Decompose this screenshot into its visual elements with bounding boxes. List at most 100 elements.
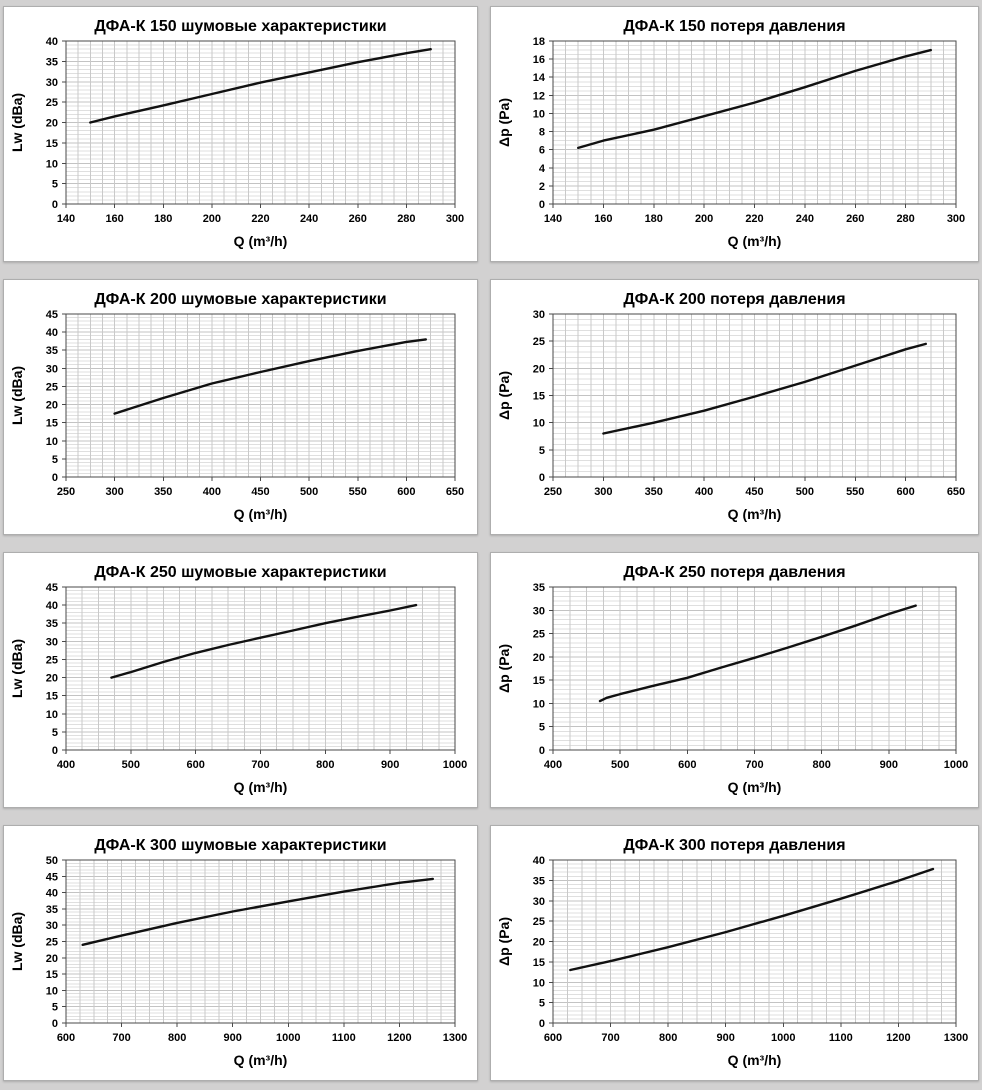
x-tick-label: 140 (544, 213, 562, 225)
x-tick-label: 700 (112, 1032, 130, 1044)
y-tick-label: 5 (52, 1002, 58, 1014)
y-tick-label: 10 (46, 436, 58, 448)
y-tick-label: 40 (46, 600, 58, 612)
y-tick-label: 0 (539, 1018, 545, 1030)
chart-title: ДФА-К 150 потеря давления (623, 18, 845, 35)
y-tick-label: 35 (533, 582, 545, 594)
x-tick-label: 500 (122, 759, 140, 771)
x-tick-label: 200 (203, 213, 221, 225)
data-series-line (569, 867, 935, 972)
y-tick-label: 15 (533, 391, 545, 403)
x-tick-label: 1200 (886, 1032, 910, 1044)
y-tick-label: 10 (46, 158, 58, 170)
y-tick-label: 10 (46, 985, 58, 997)
y-tick-label: 25 (533, 336, 545, 348)
x-tick-label: 400 (544, 759, 562, 771)
y-tick-label: 15 (533, 957, 545, 969)
y-tick-label: 40 (46, 36, 58, 48)
x-tick-label: 350 (154, 486, 172, 498)
gridlines (552, 313, 957, 478)
x-axis-title: Q (m³/h) (234, 233, 288, 249)
x-tick-label: 300 (947, 213, 965, 225)
y-tick-label: 5 (52, 179, 58, 191)
gridlines (552, 40, 957, 205)
y-tick-label: 10 (533, 977, 545, 989)
y-tick-label: 2 (539, 181, 545, 193)
gridlines (65, 586, 456, 751)
chart-svg: ДФА-К 250 потеря давления 400 500 600 700 800… (496, 564, 968, 795)
y-tick-label: 10 (533, 698, 545, 710)
y-tick-label: 30 (46, 920, 58, 932)
chart-panel-8: ДФА-К 300 потеря давления 600 700 800 900 100… (490, 825, 979, 1081)
x-tick-label: 600 (896, 486, 914, 498)
chart-title: ДФА-К 250 потеря давления (623, 564, 845, 581)
x-tick-label: 400 (203, 486, 221, 498)
y-tick-label: 5 (52, 727, 58, 739)
x-tick-label: 260 (846, 213, 864, 225)
y-tick-label: 18 (533, 36, 545, 48)
x-tick-label: 800 (659, 1032, 677, 1044)
y-tick-label: 20 (533, 652, 545, 664)
y-tick-label: 0 (539, 472, 545, 484)
x-tick-label: 1300 (443, 1032, 467, 1044)
x-tick-label: 900 (224, 1032, 242, 1044)
y-axis-title: Δp (Pa) (496, 371, 512, 420)
y-tick-label: 5 (539, 445, 545, 457)
y-tick-label: 25 (46, 97, 58, 109)
y-tick-label: 10 (533, 108, 545, 120)
y-tick-label: 5 (52, 454, 58, 466)
x-tick-label: 250 (57, 486, 75, 498)
y-tick-label: 15 (46, 691, 58, 703)
chart-panel-5: ДФА-К 250 шумовые характеристики 400 500 60… (3, 552, 478, 808)
y-tick-label: 45 (46, 582, 58, 594)
x-tick-label: 1000 (443, 759, 467, 771)
y-tick-label: 15 (46, 418, 58, 430)
x-tick-label: 550 (349, 486, 367, 498)
x-tick-label: 600 (397, 486, 415, 498)
x-axis-title: Q (m³/h) (234, 506, 288, 522)
data-series-line (110, 603, 418, 679)
chart-panel-4: ДФА-К 200 потеря давления 250 300 350 400 450… (490, 279, 979, 535)
y-tick-label: 0 (52, 199, 58, 211)
x-tick-label: 450 (745, 486, 763, 498)
y-tick-label: 8 (539, 127, 545, 139)
x-tick-label: 600 (186, 759, 204, 771)
x-tick-label: 500 (611, 759, 629, 771)
y-axis-title: Δp (Pa) (496, 98, 512, 147)
y-tick-label: 35 (46, 56, 58, 68)
x-tick-label: 180 (645, 213, 663, 225)
x-tick-label: 550 (846, 486, 864, 498)
x-tick-label: 600 (544, 1032, 562, 1044)
x-tick-label: 700 (601, 1032, 619, 1044)
data-series-line (89, 48, 432, 124)
y-axis-title: Δp (Pa) (496, 644, 512, 693)
chart-panel-3: ДФА-К 200 шумовые характеристики 250 300 35… (3, 279, 478, 535)
y-tick-label: 10 (533, 418, 545, 430)
x-tick-label: 240 (796, 213, 814, 225)
y-axis-title: Lw (dBa) (9, 912, 25, 971)
x-axis-title: Q (m³/h) (234, 779, 288, 795)
y-tick-label: 35 (533, 875, 545, 887)
x-tick-label: 280 (397, 213, 415, 225)
x-axis-title: Q (m³/h) (728, 233, 782, 249)
x-axis-title: Q (m³/h) (728, 506, 782, 522)
y-tick-label: 30 (46, 636, 58, 648)
y-tick-label: 30 (533, 896, 545, 908)
x-tick-label: 1000 (276, 1032, 300, 1044)
x-tick-label: 450 (251, 486, 269, 498)
y-tick-label: 0 (52, 472, 58, 484)
x-tick-label: 350 (645, 486, 663, 498)
data-series-line (113, 338, 427, 415)
gridlines (65, 313, 456, 478)
x-tick-label: 200 (695, 213, 713, 225)
y-tick-label: 50 (46, 855, 58, 867)
y-tick-label: 5 (539, 722, 545, 734)
x-tick-label: 400 (695, 486, 713, 498)
chart-title: ДФА-К 250 шумовые характеристики (94, 564, 386, 581)
y-tick-label: 15 (533, 675, 545, 687)
chart-title: ДФА-К 200 шумовые характеристики (94, 291, 386, 308)
y-tick-label: 12 (533, 90, 545, 102)
y-tick-label: 35 (46, 618, 58, 630)
x-tick-label: 220 (745, 213, 763, 225)
chart-panel-7: ДФА-К 300 шумовые характеристики 600 700 80… (3, 825, 478, 1081)
